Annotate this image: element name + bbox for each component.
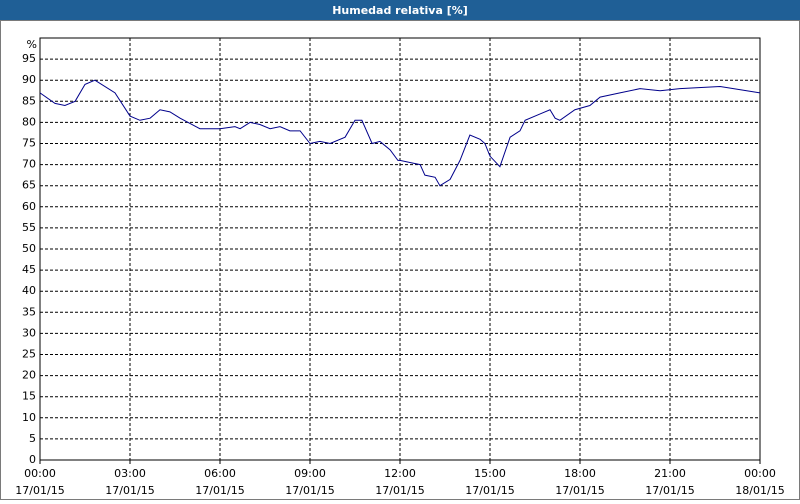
x-tick-date: 17/01/15 bbox=[465, 484, 514, 497]
x-tick-date: 17/01/15 bbox=[105, 484, 154, 497]
plot-area bbox=[39, 37, 761, 461]
x-tick-label: 21:00 bbox=[654, 467, 686, 480]
x-tick-date: 17/01/15 bbox=[15, 484, 64, 497]
x-tick-label: 00:00 bbox=[744, 467, 776, 480]
x-tick-label: 00:00 bbox=[24, 467, 56, 480]
y-tick-label: 95 bbox=[22, 52, 36, 65]
y-tick-label: 30 bbox=[22, 326, 36, 339]
x-tick-date: 17/01/15 bbox=[555, 484, 604, 497]
y-tick-label: 45 bbox=[22, 263, 36, 276]
y-tick-label: 65 bbox=[22, 179, 36, 192]
y-tick-label: 0 bbox=[29, 453, 36, 466]
x-tick-date: 17/01/15 bbox=[195, 484, 244, 497]
y-tick-label: 85 bbox=[22, 94, 36, 107]
y-tick-label: 90 bbox=[22, 73, 36, 86]
chart-title: Humedad relativa [%] bbox=[332, 4, 468, 17]
y-tick-label: 15 bbox=[22, 390, 36, 403]
title-bar bbox=[0, 0, 800, 20]
y-tick-label: 5 bbox=[29, 432, 36, 445]
y-tick-label: 80 bbox=[22, 115, 36, 128]
y-tick-label: 60 bbox=[22, 200, 36, 213]
x-tick-date: 17/01/15 bbox=[645, 484, 694, 497]
x-tick-date: 17/01/15 bbox=[375, 484, 424, 497]
x-tick-date: 17/01/15 bbox=[285, 484, 334, 497]
y-tick-label: 35 bbox=[22, 305, 36, 318]
y-tick-label: 70 bbox=[22, 158, 36, 171]
y-tick-label: 55 bbox=[22, 221, 36, 234]
line-series bbox=[39, 79, 761, 187]
y-tick-label: 25 bbox=[22, 348, 36, 361]
y-tick-label: 75 bbox=[22, 137, 36, 150]
x-tick-label: 15:00 bbox=[474, 467, 506, 480]
y-tick-label: 20 bbox=[22, 369, 36, 382]
y-tick-label: 40 bbox=[22, 284, 36, 297]
y-tick-label: 10 bbox=[22, 411, 36, 424]
y-axis-label: % bbox=[27, 38, 37, 51]
x-tick-label: 03:00 bbox=[114, 467, 146, 480]
x-tick-label: 06:00 bbox=[204, 467, 236, 480]
x-tick-label: 09:00 bbox=[294, 467, 326, 480]
x-tick-date: 18/01/15 bbox=[735, 484, 784, 497]
y-tick-label: 50 bbox=[22, 242, 36, 255]
x-tick-label: 18:00 bbox=[564, 467, 596, 480]
x-tick-label: 12:00 bbox=[384, 467, 416, 480]
